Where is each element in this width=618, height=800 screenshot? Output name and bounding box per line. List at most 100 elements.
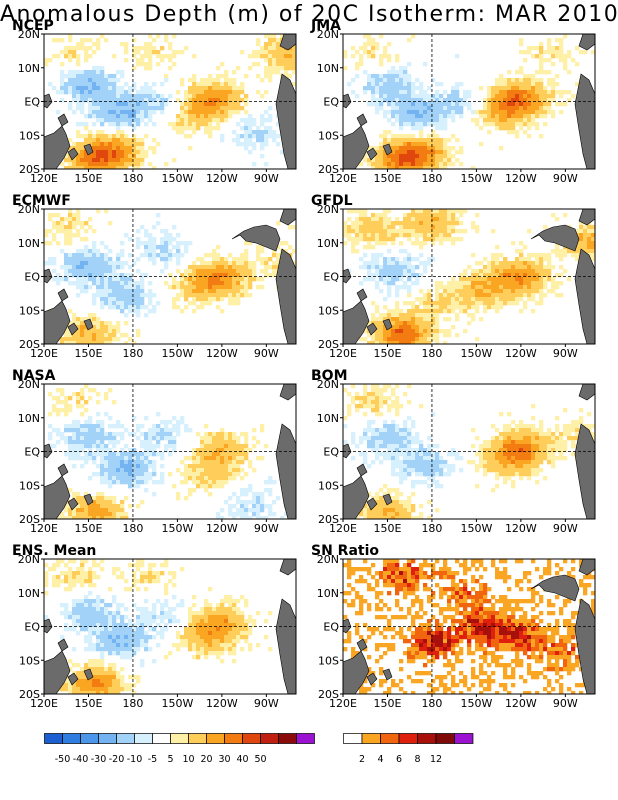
field-cell <box>152 146 157 151</box>
field-cell <box>475 468 480 473</box>
field-cell <box>76 82 81 87</box>
field-cell <box>411 281 416 286</box>
field-cell <box>499 126 504 131</box>
field-cell <box>272 249 277 254</box>
field-cell <box>407 257 412 262</box>
field-cell <box>112 146 117 151</box>
field-cell <box>200 277 205 282</box>
field-cell <box>244 281 249 286</box>
field-cell <box>180 293 185 298</box>
field-cell <box>52 404 57 409</box>
field-cell <box>220 293 225 298</box>
field-cell <box>204 98 209 103</box>
field-cell <box>411 102 416 107</box>
field-cell <box>84 333 89 338</box>
field-cell <box>503 297 508 302</box>
field-cell <box>419 472 424 477</box>
field-cell <box>68 38 73 43</box>
field-cell <box>403 273 408 278</box>
field-cell <box>208 273 213 278</box>
field-cell <box>415 241 420 246</box>
field-cell <box>455 333 460 338</box>
field-cell <box>427 106 432 111</box>
field-cell <box>363 237 368 242</box>
field-cell <box>523 74 528 79</box>
field-cell <box>399 329 404 334</box>
field-cell <box>499 440 504 445</box>
field-cell <box>531 428 536 433</box>
field-cell <box>507 114 512 119</box>
field-cell <box>264 265 269 270</box>
field-cell <box>527 74 532 79</box>
field-cell <box>399 86 404 91</box>
field-cell <box>132 432 137 437</box>
field-cell <box>591 50 595 55</box>
field-cell <box>56 225 61 230</box>
field-cell <box>471 317 476 322</box>
field-cell <box>216 440 221 445</box>
field-cell <box>76 452 81 457</box>
field-cell <box>511 297 516 302</box>
field-cell <box>499 261 504 266</box>
field-cell <box>56 281 61 286</box>
field-cell <box>84 166 89 169</box>
field-cell <box>343 416 348 421</box>
field-cell <box>423 233 428 238</box>
field-cell <box>156 253 161 258</box>
field-cell <box>96 94 101 99</box>
field-cell <box>180 277 185 282</box>
field-cell <box>431 257 436 262</box>
field-cell <box>120 273 125 278</box>
field-cell <box>431 110 436 115</box>
field-cell <box>172 122 177 127</box>
field-cell <box>160 46 165 51</box>
field-cell <box>399 249 404 254</box>
field-cell <box>535 448 540 453</box>
field-cell <box>395 273 400 278</box>
field-cell <box>92 281 97 286</box>
field-cell <box>483 452 488 457</box>
field-cell <box>96 392 101 397</box>
field-cell <box>128 150 133 155</box>
x-tick-label: 120E <box>329 172 357 185</box>
field-cell <box>387 249 392 254</box>
field-cell <box>128 162 133 167</box>
field-cell <box>459 209 464 214</box>
field-cell <box>140 62 145 67</box>
field-cell <box>495 289 500 294</box>
field-cell <box>447 237 452 242</box>
field-cell <box>200 106 205 111</box>
field-cell <box>539 62 544 67</box>
field-cell <box>363 460 368 465</box>
field-cell <box>383 221 388 226</box>
field-cell <box>256 50 261 55</box>
field-cell <box>375 448 380 453</box>
field-cell <box>447 317 452 322</box>
field-cell <box>427 221 432 226</box>
field-cell <box>92 333 97 338</box>
y-tick-label: 20N <box>317 28 339 41</box>
field-cell <box>236 261 241 266</box>
field-cell <box>224 265 229 270</box>
field-cell <box>264 269 269 274</box>
land-mass <box>44 300 71 344</box>
field-cell <box>108 221 113 226</box>
field-cell <box>395 90 400 95</box>
field-cell <box>387 90 392 95</box>
field-cell <box>391 237 396 242</box>
field-cell <box>84 150 89 155</box>
field-cell <box>451 134 456 139</box>
field-cell <box>276 134 281 139</box>
field-cell <box>220 464 225 469</box>
field-cell <box>116 162 121 167</box>
field-cell <box>272 480 277 485</box>
field-cell <box>268 66 273 71</box>
field-cell <box>395 118 400 123</box>
field-cell <box>411 118 416 123</box>
field-cell <box>240 90 245 95</box>
field-cell <box>60 277 65 282</box>
field-cell <box>104 281 109 286</box>
field-cell <box>144 122 149 127</box>
field-cell <box>435 213 440 218</box>
field-cell <box>136 122 141 127</box>
